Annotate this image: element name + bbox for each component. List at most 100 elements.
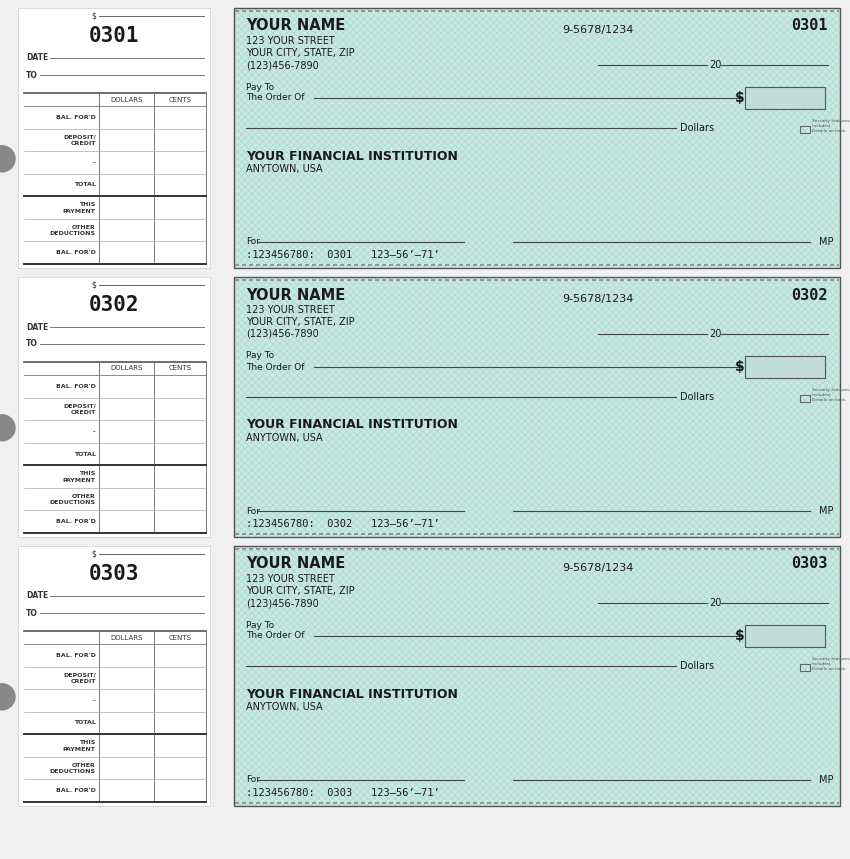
Text: MP: MP	[819, 506, 833, 516]
Text: DATE: DATE	[26, 53, 48, 63]
Text: ANYTOWN, USA: ANYTOWN, USA	[246, 164, 323, 174]
Text: OTHER: OTHER	[72, 763, 96, 768]
Text: TO: TO	[26, 339, 38, 349]
Text: BAL. FOR'D: BAL. FOR'D	[56, 789, 96, 793]
Text: 123 YOUR STREET: 123 YOUR STREET	[246, 36, 335, 46]
Text: $: $	[735, 360, 745, 374]
Bar	[234, 277, 840, 537]
Text: MP: MP	[819, 775, 833, 785]
Text: Dollars: Dollars	[680, 392, 715, 402]
Text: BAL. FOR'D: BAL. FOR'D	[56, 115, 96, 119]
Text: -: -	[93, 698, 96, 703]
Text: YOUR NAME: YOUR NAME	[246, 557, 345, 571]
Text: 20: 20	[710, 60, 722, 70]
Text: DOLLARS: DOLLARS	[110, 635, 143, 641]
Text: (123)456-7890: (123)456-7890	[246, 598, 319, 608]
Text: DOLLARS: DOLLARS	[110, 96, 143, 102]
Text: 0303: 0303	[791, 557, 828, 571]
Text: $: $	[735, 91, 745, 105]
Text: Dollars: Dollars	[680, 661, 715, 671]
Bar	[234, 8, 840, 268]
Text: 20: 20	[710, 329, 722, 339]
Circle shape	[0, 146, 15, 172]
Text: YOUR CITY, STATE, ZIP: YOUR CITY, STATE, ZIP	[246, 317, 354, 327]
Text: ANYTOWN, USA: ANYTOWN, USA	[246, 702, 323, 712]
Bar	[800, 126, 810, 133]
Text: CENTS: CENTS	[168, 365, 191, 371]
Text: The Order Of: The Order Of	[246, 362, 304, 371]
Text: OTHER: OTHER	[72, 225, 96, 229]
Text: 0301: 0301	[88, 26, 139, 46]
Text: YOUR CITY, STATE, ZIP: YOUR CITY, STATE, ZIP	[246, 586, 354, 596]
Text: TOTAL: TOTAL	[74, 452, 96, 456]
Bar	[800, 395, 810, 402]
Text: CREDIT: CREDIT	[71, 410, 96, 415]
Text: Security features
included.
Details on back.: Security features included. Details on b…	[812, 657, 849, 671]
Text: :123456780:  0301   123—56’—71’: :123456780: 0301 123—56’—71’	[246, 250, 439, 260]
Text: Pay To: Pay To	[246, 351, 274, 361]
Text: DATE: DATE	[26, 592, 48, 600]
Text: THIS: THIS	[79, 471, 96, 476]
Text: The Order Of: The Order Of	[246, 94, 304, 102]
Text: 20: 20	[710, 598, 722, 608]
Text: YOUR FINANCIAL INSTITUTION: YOUR FINANCIAL INSTITUTION	[246, 687, 458, 700]
Text: BAL. FOR'D: BAL. FOR'D	[56, 519, 96, 524]
Text: BAL. FOR'D: BAL. FOR'D	[56, 250, 96, 255]
Circle shape	[0, 684, 15, 710]
Text: Dollars: Dollars	[680, 123, 715, 133]
Bar	[745, 356, 825, 378]
Text: For: For	[246, 776, 260, 784]
Text: CREDIT: CREDIT	[71, 679, 96, 684]
Bar	[234, 277, 840, 537]
Text: -: -	[93, 429, 96, 434]
Text: DEPOSIT/: DEPOSIT/	[63, 134, 96, 139]
Text: Pay To: Pay To	[246, 620, 274, 630]
Text: $: $	[92, 281, 97, 289]
Text: YOUR FINANCIAL INSTITUTION: YOUR FINANCIAL INSTITUTION	[246, 418, 458, 431]
Text: Security features
included.
Details on back.: Security features included. Details on b…	[812, 388, 849, 402]
Bar	[800, 664, 810, 671]
Text: (123)456-7890: (123)456-7890	[246, 329, 319, 339]
Text: 9-5678/1234: 9-5678/1234	[562, 563, 633, 573]
Text: 9-5678/1234: 9-5678/1234	[562, 294, 633, 304]
Text: BAL. FOR'D: BAL. FOR'D	[56, 653, 96, 658]
Text: PAYMENT: PAYMENT	[63, 209, 96, 214]
Text: TO: TO	[26, 70, 38, 80]
Text: ANYTOWN, USA: ANYTOWN, USA	[246, 433, 323, 443]
Text: $: $	[735, 629, 745, 643]
Text: :123456780:  0302   123—56’—71’: :123456780: 0302 123—56’—71’	[246, 519, 439, 529]
Text: -: -	[93, 160, 96, 165]
Text: DEDUCTIONS: DEDUCTIONS	[49, 500, 96, 505]
Bar	[234, 8, 840, 268]
Bar	[18, 546, 210, 806]
Text: 9-5678/1234: 9-5678/1234	[562, 25, 633, 35]
Text: CENTS: CENTS	[168, 96, 191, 102]
Text: MP: MP	[819, 237, 833, 247]
Text: DEDUCTIONS: DEDUCTIONS	[49, 769, 96, 774]
Text: YOUR NAME: YOUR NAME	[246, 288, 345, 302]
Text: Security features
included.
Details on back.: Security features included. Details on b…	[812, 119, 849, 133]
Text: 0303: 0303	[88, 564, 139, 584]
Text: THIS: THIS	[79, 202, 96, 207]
Bar	[234, 546, 840, 806]
Text: TO: TO	[26, 608, 38, 618]
Text: The Order Of: The Order Of	[246, 631, 304, 641]
Text: For: For	[246, 237, 260, 247]
Text: For: For	[246, 507, 260, 515]
Bar	[745, 87, 825, 109]
Text: YOUR FINANCIAL INSTITUTION: YOUR FINANCIAL INSTITUTION	[246, 149, 458, 162]
Text: DEDUCTIONS: DEDUCTIONS	[49, 231, 96, 236]
Text: 123 YOUR STREET: 123 YOUR STREET	[246, 305, 335, 315]
Text: TOTAL: TOTAL	[74, 721, 96, 726]
Text: DEPOSIT/: DEPOSIT/	[63, 404, 96, 408]
Text: 0301: 0301	[791, 19, 828, 34]
Text: 0302: 0302	[88, 295, 139, 315]
Text: TOTAL: TOTAL	[74, 182, 96, 187]
Text: PAYMENT: PAYMENT	[63, 746, 96, 752]
Text: Pay To: Pay To	[246, 82, 274, 92]
Text: PAYMENT: PAYMENT	[63, 478, 96, 483]
Text: 123 YOUR STREET: 123 YOUR STREET	[246, 574, 335, 584]
Text: :123456780:  0303   123—56’—71’: :123456780: 0303 123—56’—71’	[246, 788, 439, 798]
Text: $: $	[92, 550, 97, 558]
Text: (123)456-7890: (123)456-7890	[246, 60, 319, 70]
